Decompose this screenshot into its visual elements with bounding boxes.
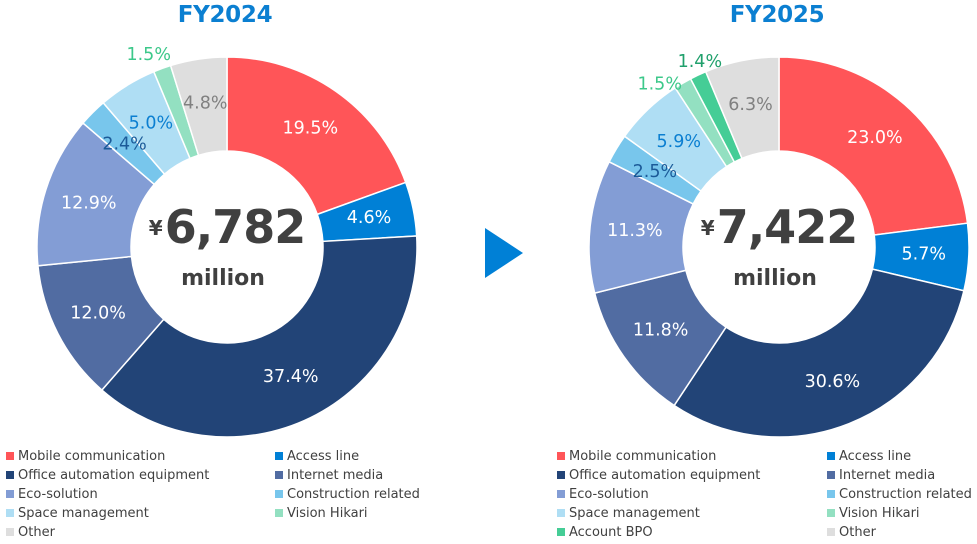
legend-label: Other <box>18 525 55 540</box>
legend-label: Account BPO <box>569 525 653 540</box>
data-label-construction-related: 2.4% <box>102 134 146 154</box>
legend-swatch-icon <box>557 490 565 498</box>
slice-mobile-communication <box>226 56 407 216</box>
donut-fy2025: 23.0% 5.7% 30.6% 11.8% 11.3% 2.5% 5.9% 1.5% 1.4%… <box>588 52 970 438</box>
legend-item-eco-solution: Eco-solution <box>6 486 98 504</box>
legend-item-mobile-communication: Mobile communication <box>557 448 716 466</box>
legend-swatch-icon <box>557 528 565 536</box>
chart-title-fy2024: FY2024 <box>177 2 273 28</box>
legend-label: Construction related <box>839 487 972 502</box>
legend-label: Eco-solution <box>569 487 649 502</box>
legend-item-construction-related: Construction related <box>275 486 420 504</box>
data-label-other: 4.8% <box>183 94 227 114</box>
data-label-space-management: 5.0% <box>129 114 173 134</box>
currency-symbol: ¥ <box>700 216 715 240</box>
play-triangle-right-icon <box>485 228 523 278</box>
data-label-office-automation-equipment: 30.6% <box>805 372 861 392</box>
legend-item-construction-related: Construction related <box>827 486 972 504</box>
legend-swatch-icon <box>557 509 565 517</box>
legend-swatch-icon <box>827 452 835 460</box>
data-label-other: 6.3% <box>728 95 772 115</box>
legend-item-other: Other <box>827 524 876 542</box>
legend-item-account-bpo: Account BPO <box>557 524 653 542</box>
total-value: 7,422 <box>716 200 859 254</box>
data-label-eco-solution: 12.9% <box>61 193 117 213</box>
legend-label: Vision Hikari <box>287 506 368 521</box>
center-total-fy2025: ¥7,422 <box>679 200 879 254</box>
legend-label: Mobile communication <box>18 449 166 464</box>
legend-item-access-line: Access line <box>827 448 911 466</box>
data-label-mobile-communication: 19.5% <box>283 118 339 138</box>
slice-other <box>704 56 780 160</box>
data-label-account-bpo: 1.4% <box>678 52 722 72</box>
legend-label: Space management <box>569 506 700 521</box>
legend-label: Mobile communication <box>569 449 717 464</box>
data-label-internet-media: 11.8% <box>633 321 689 341</box>
legend-label: Vision Hikari <box>839 506 920 521</box>
data-label-office-automation-equipment: 37.4% <box>263 367 319 387</box>
legend-swatch-icon <box>827 490 835 498</box>
data-label-space-management: 5.9% <box>657 132 701 152</box>
data-label-construction-related: 2.5% <box>633 162 677 182</box>
center-unit-fy2025: million <box>733 266 817 291</box>
legend-label: Construction related <box>287 487 420 502</box>
data-label-mobile-communication: 23.0% <box>847 128 903 148</box>
legend-label: Eco-solution <box>18 487 98 502</box>
legend-swatch-icon <box>827 509 835 517</box>
legend-label: Internet media <box>287 468 384 483</box>
currency-symbol: ¥ <box>148 216 163 240</box>
legend-item-office-automation-equipment: Office automation equipment <box>557 467 760 485</box>
donut-hole <box>131 151 323 343</box>
legend-swatch-icon <box>6 528 14 536</box>
legend-swatch-icon <box>827 471 835 479</box>
legend-label: Office automation equipment <box>569 468 761 483</box>
data-label-access-line: 5.7% <box>902 245 946 265</box>
data-label-eco-solution: 11.3% <box>607 221 663 241</box>
data-label-access-line: 4.6% <box>347 208 391 228</box>
legend-swatch-icon <box>275 452 283 460</box>
legend-swatch-icon <box>6 471 14 479</box>
data-label-internet-media: 12.0% <box>70 303 126 323</box>
legend-label: Access line <box>839 449 912 464</box>
donut-fy2024: 19.5% 4.6% 37.4% 12.0% 12.9% 2.4%5.0% 1.5% 4.8% <box>36 45 418 438</box>
legend-swatch-icon <box>275 490 283 498</box>
legend-label: Space management <box>18 506 149 521</box>
legend-item-mobile-communication: Mobile communication <box>6 448 165 466</box>
total-value: 6,782 <box>164 200 307 254</box>
legend-item-eco-solution: Eco-solution <box>557 486 649 504</box>
center-total-fy2024: ¥6,782 <box>127 200 327 254</box>
donut-hole <box>683 151 875 343</box>
legend-item-internet-media: Internet media <box>275 467 383 485</box>
legend-label: Internet media <box>839 468 936 483</box>
legend-item-space-management: Space management <box>557 505 700 523</box>
legend-item-internet-media: Internet media <box>827 467 935 485</box>
legend-item-other: Other <box>6 524 55 542</box>
data-label-vision-hikari: 1.5% <box>637 75 681 95</box>
legend-swatch-icon <box>275 471 283 479</box>
legend-swatch-icon <box>557 471 565 479</box>
legend-item-access-line: Access line <box>275 448 359 466</box>
legend-label: Office automation equipment <box>18 468 210 483</box>
chart-title-fy2025: FY2025 <box>729 2 825 28</box>
legend-swatch-icon <box>275 509 283 517</box>
legend-item-vision-hikari: Vision Hikari <box>275 505 368 523</box>
legend-item-vision-hikari: Vision Hikari <box>827 505 920 523</box>
legend-swatch-icon <box>827 528 835 536</box>
data-label-vision-hikari: 1.5% <box>126 45 170 65</box>
legend-item-office-automation-equipment: Office automation equipment <box>6 467 209 485</box>
legend-swatch-icon <box>6 509 14 517</box>
legend-label: Other <box>839 525 876 540</box>
legend-label: Access line <box>287 449 360 464</box>
legend-swatch-icon <box>557 452 565 460</box>
legend-swatch-icon <box>6 490 14 498</box>
legend-swatch-icon <box>6 452 14 460</box>
center-unit-fy2024: million <box>181 266 265 291</box>
legend-item-space-management: Space management <box>6 505 149 523</box>
